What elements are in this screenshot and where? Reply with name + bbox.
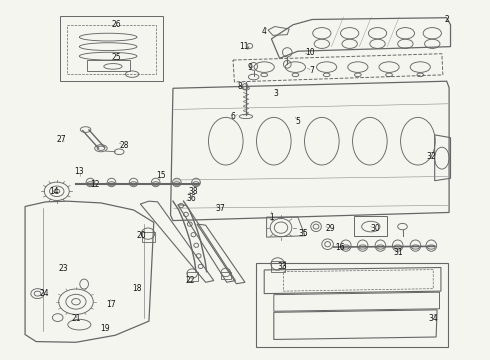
Text: 3: 3 [274, 89, 279, 98]
Bar [142, 232, 155, 242]
Text: 15: 15 [156, 171, 166, 180]
Text: 6: 6 [231, 112, 235, 121]
Bar [354, 216, 387, 236]
Text: 2: 2 [444, 15, 449, 24]
Text: 18: 18 [132, 284, 142, 293]
Text: 38: 38 [188, 187, 198, 196]
Text: 13: 13 [74, 167, 84, 176]
Text: 1: 1 [269, 212, 274, 221]
Text: 27: 27 [57, 135, 66, 144]
Text: 26: 26 [112, 20, 121, 29]
Text: 8: 8 [238, 82, 243, 91]
Text: 23: 23 [59, 264, 68, 273]
Text: 34: 34 [428, 314, 438, 323]
Text: 17: 17 [107, 300, 116, 309]
Bar [187, 272, 198, 280]
Text: 28: 28 [119, 141, 129, 150]
Text: 30: 30 [371, 224, 381, 233]
Text: 35: 35 [299, 229, 309, 238]
Text: 36: 36 [186, 194, 196, 203]
Bar [60, 16, 163, 81]
Bar [256, 262, 448, 347]
Text: 5: 5 [295, 117, 300, 126]
Text: 19: 19 [100, 324, 110, 333]
Text: 9: 9 [247, 63, 252, 72]
Text: 33: 33 [277, 262, 287, 271]
Text: 4: 4 [262, 27, 267, 36]
Text: 7: 7 [310, 66, 315, 75]
Text: 20: 20 [137, 231, 147, 240]
Text: 29: 29 [326, 224, 335, 233]
Text: 22: 22 [185, 276, 195, 285]
Bar [271, 261, 285, 272]
Text: 31: 31 [394, 248, 403, 257]
Bar [221, 272, 231, 279]
Text: 21: 21 [71, 314, 81, 323]
Text: 32: 32 [426, 152, 436, 161]
Text: 10: 10 [305, 49, 315, 58]
Text: 14: 14 [49, 187, 59, 196]
Text: 16: 16 [335, 243, 345, 252]
Text: 24: 24 [40, 289, 49, 298]
Text: 11: 11 [239, 42, 249, 51]
Bar [67, 25, 156, 74]
Text: 37: 37 [215, 204, 225, 213]
Text: 12: 12 [91, 180, 100, 189]
Text: 25: 25 [112, 53, 121, 62]
